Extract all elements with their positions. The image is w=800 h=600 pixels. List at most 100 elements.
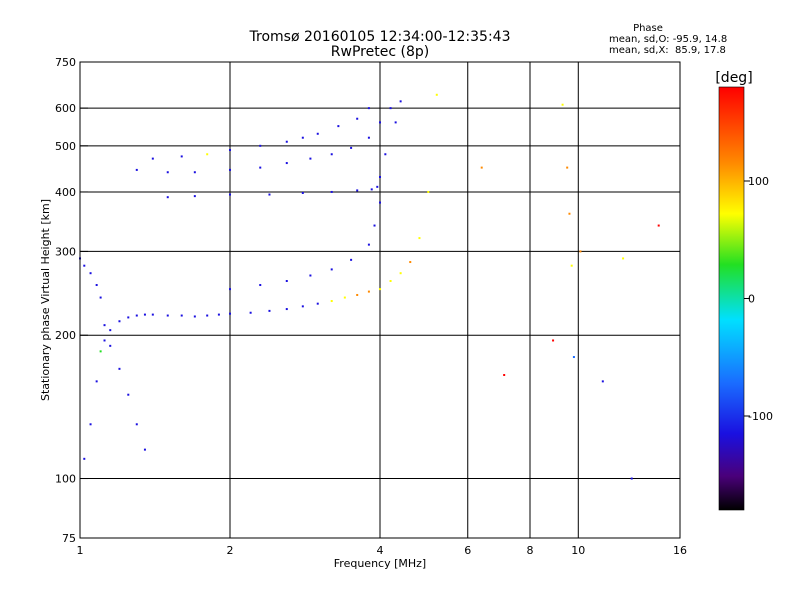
echo-point — [103, 324, 106, 327]
x-tick-label: 16 — [673, 544, 687, 557]
echo-point — [259, 144, 262, 147]
phase-stats-x: mean, sd,X: 85.9, 17.8 — [609, 45, 726, 56]
echo-point — [367, 107, 370, 110]
echo-point — [367, 290, 370, 293]
y-tick-label: 750 — [55, 56, 76, 69]
colorbar-tick-label: -100 — [748, 410, 773, 423]
colorbar-tick-label: 100 — [748, 175, 769, 188]
y-tick-label: 75 — [62, 532, 76, 545]
echo-point — [309, 274, 312, 277]
echo-point — [367, 136, 370, 139]
chart-subtitle: RwPretec (8p) — [331, 44, 429, 60]
echo-point — [379, 288, 381, 291]
colorbar-ticks: 100 0 -100 — [744, 175, 773, 423]
echo-point — [151, 313, 154, 316]
echo-point — [435, 93, 438, 96]
echo-point — [356, 293, 359, 296]
echo-point — [109, 329, 112, 332]
echo-point — [389, 280, 392, 283]
y-axis: 75 100 200 300 400 500 600 750 — [55, 56, 88, 545]
echo-point — [89, 272, 92, 275]
echo-point — [193, 315, 196, 318]
echo-point — [330, 268, 333, 271]
echo-point — [379, 201, 381, 204]
y-tick-label: 200 — [55, 329, 76, 342]
echo-point — [143, 448, 146, 451]
echo-point — [135, 168, 138, 171]
echo-point — [103, 339, 106, 342]
y-tick-label: 400 — [55, 186, 76, 199]
colorbar-tick-label: 0 — [748, 293, 755, 306]
echo-point — [343, 296, 346, 299]
echo-point — [285, 280, 288, 283]
echo-point — [95, 380, 98, 383]
echo-point — [83, 264, 86, 267]
echo-point — [566, 166, 569, 169]
echo-point — [118, 320, 121, 323]
echo-point — [166, 314, 169, 317]
echo-point — [309, 157, 312, 160]
echo-point — [118, 367, 121, 370]
echo-point — [127, 393, 130, 396]
echo-point — [570, 264, 573, 267]
echo-point — [399, 272, 402, 275]
colorbar-gradient — [718, 86, 745, 511]
y-tick-label: 300 — [55, 245, 76, 258]
echo-point — [301, 305, 304, 308]
x-axis: 1 2 4 6 8 10 16 — [77, 544, 688, 557]
echo-point — [89, 423, 92, 426]
echo-point — [259, 166, 262, 169]
echo-point — [193, 195, 196, 198]
plot-area — [79, 61, 681, 539]
echo-point — [301, 191, 304, 194]
phase-stats-o: mean, sd,O: -95.9, 14.8 — [609, 34, 727, 45]
echo-point — [180, 314, 183, 317]
echo-point — [316, 302, 319, 305]
echo-point — [579, 250, 582, 253]
chart-title: Tromsø 20160105 12:34:00-12:35:43 — [249, 29, 511, 45]
echo-point — [151, 157, 154, 160]
echo-point — [622, 257, 625, 260]
echo-point — [384, 153, 387, 156]
echo-point — [409, 261, 412, 264]
echo-point — [503, 374, 506, 377]
x-tick-label: 2 — [227, 544, 234, 557]
y-tick-label: 500 — [55, 140, 76, 153]
echo-point — [268, 193, 271, 196]
y-tick-label: 100 — [55, 473, 76, 486]
x-tick-label: 4 — [377, 544, 384, 557]
echo-point — [376, 185, 379, 188]
echo-point — [285, 162, 288, 165]
echo-point — [330, 190, 333, 193]
x-tick-label: 6 — [464, 544, 471, 557]
echo-point — [268, 309, 271, 312]
echo-point — [193, 171, 196, 174]
echo-point — [143, 313, 146, 316]
echo-point — [109, 344, 112, 347]
echo-point — [166, 171, 169, 174]
x-axis-label: Frequency [MHz] — [334, 557, 426, 570]
phase-stats: Phase mean, sd,O: -95.9, 14.8 mean, sd,X… — [609, 23, 727, 56]
echo-point — [394, 121, 397, 124]
echo-point — [373, 224, 376, 227]
echo-point — [356, 117, 359, 120]
y-tick-label: 600 — [55, 102, 76, 115]
echo-point — [657, 224, 660, 227]
echo-point — [166, 196, 169, 199]
echo-point — [229, 288, 231, 291]
echo-point — [572, 356, 575, 359]
echo-point — [229, 312, 231, 315]
colorbar-label: [deg] — [715, 70, 752, 86]
echo-point — [285, 308, 288, 311]
echo-point — [285, 140, 288, 143]
echo-points — [79, 93, 660, 480]
echo-point — [249, 311, 252, 314]
echo-point — [95, 284, 98, 287]
echo-point — [330, 300, 333, 303]
echo-point — [367, 243, 370, 246]
echo-point — [389, 107, 392, 110]
colorbar: [deg] 100 0 -100 — [715, 70, 773, 511]
grid-lines — [79, 62, 681, 538]
echo-point — [301, 136, 304, 139]
